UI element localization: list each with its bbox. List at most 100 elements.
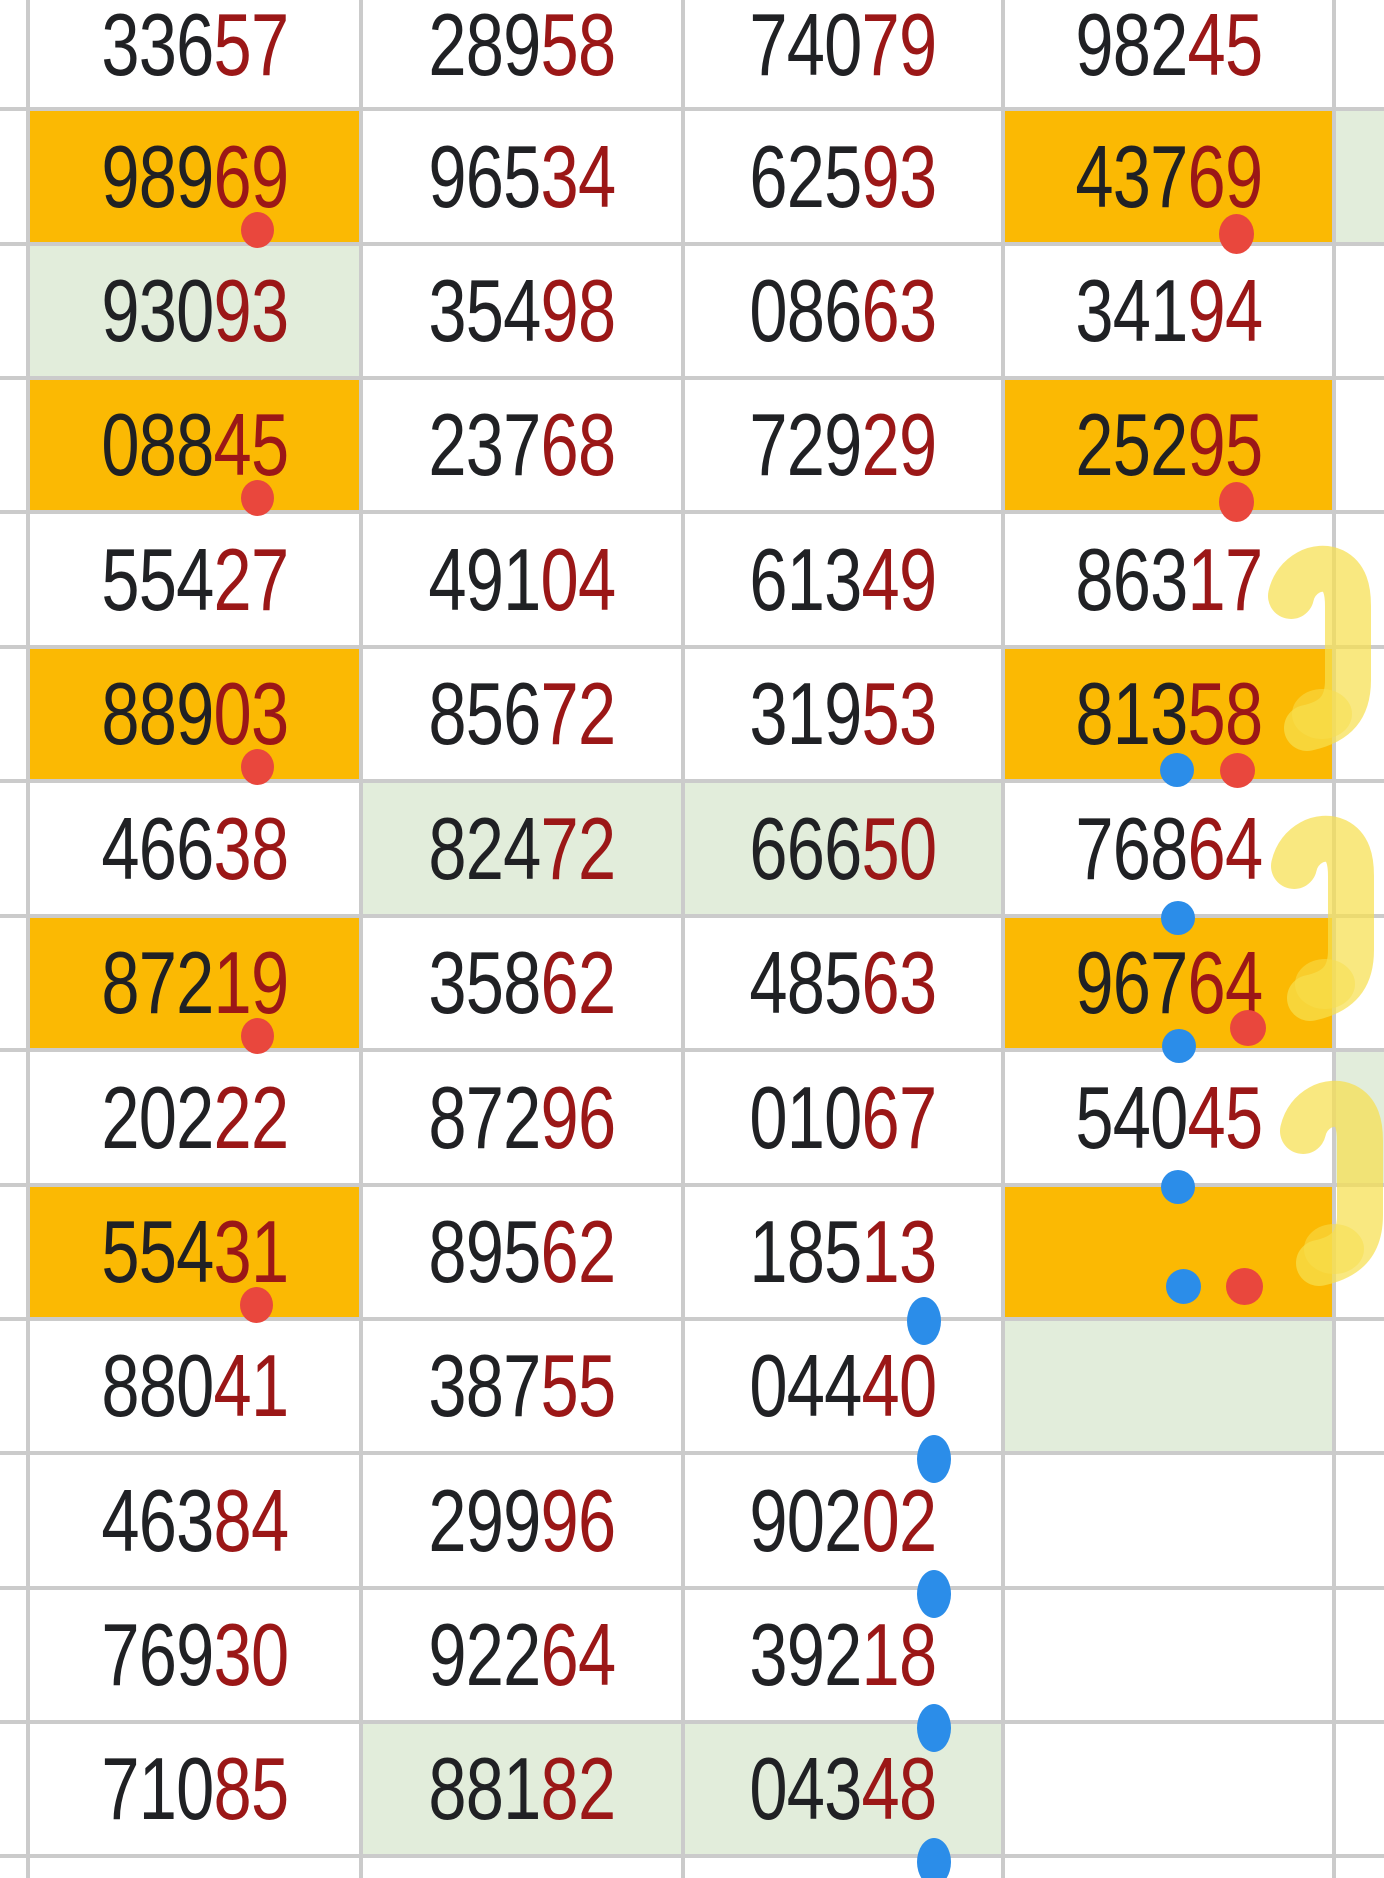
- number-cell-r13-c3[interactable]: 39218: [685, 1590, 1001, 1752]
- number-cell-r11-c3[interactable]: 04440: [685, 1321, 1001, 1483]
- number-red-part: 64: [540, 1605, 617, 1704]
- number-cell-r14-c3[interactable]: 04348: [685, 1724, 1001, 1878]
- number-cell-r2-c3[interactable]: 62593: [685, 111, 1001, 242]
- number-cell-r4-c3[interactable]: 72929: [685, 380, 1001, 510]
- number-cell-r8-c4[interactable]: 96764: [1005, 918, 1332, 1063]
- cell-number: 23768: [429, 401, 617, 489]
- number-cell-r5-c1[interactable]: 55427: [30, 514, 359, 645]
- number-cell-r14-c4[interactable]: [1005, 1724, 1332, 1854]
- cell-number: 81358: [1075, 670, 1263, 758]
- number-black-part: 485: [749, 933, 863, 1032]
- cell-number: 31953: [750, 670, 938, 758]
- number-cell-r4-c1[interactable]: 08845: [30, 380, 359, 516]
- blue-dot-marker: [1165, 1268, 1201, 1304]
- cell-number: 35498: [429, 267, 617, 355]
- number-cell-r14-c2[interactable]: 88182: [363, 1724, 681, 1854]
- cell-number: 96534: [429, 132, 617, 221]
- number-cell-r12-c3[interactable]: 90202: [685, 1455, 1001, 1618]
- number-cell-r6-c4[interactable]: 81358: [1005, 649, 1332, 788]
- number-cell-r12-c1[interactable]: 46384: [30, 1455, 359, 1586]
- number-cell-r9-c4[interactable]: 54045: [1005, 1052, 1332, 1204]
- number-black-part: 336: [101, 0, 214, 94]
- number-black-part: 392: [749, 1605, 863, 1704]
- number-cell-r6-c3[interactable]: 31953: [685, 649, 1001, 779]
- cell-number: 86317: [1075, 535, 1263, 624]
- number-red-part: 57: [213, 0, 289, 94]
- number-cell-r15-c2[interactable]: [363, 1858, 681, 1878]
- number-black-part: 872: [428, 1067, 542, 1167]
- number-cell-r9-c1[interactable]: 20222: [30, 1052, 359, 1183]
- number-cell-r14-c1[interactable]: 71085: [30, 1724, 359, 1854]
- number-cell-r7-c4[interactable]: 76864: [1005, 783, 1332, 935]
- number-cell-r15-c1[interactable]: [30, 1858, 359, 1878]
- cell-number: 43769: [1075, 132, 1263, 221]
- number-cell-r12-c2[interactable]: 29996: [363, 1455, 681, 1586]
- number-cell-r5-c4[interactable]: 86317: [1005, 514, 1332, 645]
- number-cell-r15-c4[interactable]: [1005, 1858, 1332, 1878]
- blue-dot-marker: [1161, 901, 1195, 935]
- number-cell-r7-c3[interactable]: 66650: [685, 783, 1001, 914]
- number-cell-r6-c1[interactable]: 88903: [30, 649, 359, 785]
- number-cell-r10-c4[interactable]: [1005, 1187, 1332, 1317]
- cell-number: 46384: [101, 1476, 289, 1565]
- number-red-part: 58: [540, 0, 617, 94]
- number-cell-r1-c3[interactable]: 74079: [685, 0, 1001, 107]
- number-black-part: 086: [749, 261, 863, 360]
- number-cell-r3-c3[interactable]: 08663: [685, 246, 1001, 376]
- edge-cell-right-r11: [1336, 1321, 1384, 1451]
- number-cell-r1-c2[interactable]: 28958: [363, 0, 681, 107]
- number-cell-r10-c2[interactable]: 89562: [363, 1187, 681, 1317]
- red-dot-marker: [240, 749, 274, 785]
- number-black-part: 554: [101, 529, 214, 629]
- cell-number: 85672: [429, 670, 617, 758]
- cell-number: 98245: [1075, 0, 1263, 89]
- number-black-part: 768: [1075, 798, 1188, 898]
- number-cell-r13-c4[interactable]: [1005, 1590, 1332, 1720]
- number-red-part: 63: [861, 261, 938, 360]
- number-cell-r5-c3[interactable]: 61349: [685, 514, 1001, 645]
- number-red-part: 95: [1187, 395, 1263, 494]
- number-cell-r11-c4[interactable]: [1005, 1321, 1332, 1451]
- number-cell-r5-c2[interactable]: 49104: [363, 514, 681, 645]
- number-cell-r2-c2[interactable]: 96534: [363, 111, 681, 242]
- number-cell-r3-c1[interactable]: 93093: [30, 246, 359, 376]
- number-cell-r11-c1[interactable]: 88041: [30, 1321, 359, 1451]
- edge-cell-left-r13: [0, 1590, 26, 1720]
- number-cell-r2-c4[interactable]: 43769: [1005, 111, 1332, 254]
- cell-number: 04440: [750, 1342, 938, 1430]
- edge-cell-left-r2: [0, 111, 26, 242]
- number-cell-r7-c1[interactable]: 46638: [30, 783, 359, 914]
- number-cell-r4-c4[interactable]: 25295: [1005, 380, 1332, 522]
- blue-dot-marker: [1162, 1029, 1196, 1063]
- number-cell-r8-c1[interactable]: 87219: [30, 918, 359, 1054]
- number-cell-r1-c1[interactable]: 33657: [30, 0, 359, 107]
- number-cell-r8-c3[interactable]: 48563: [685, 918, 1001, 1048]
- edge-cell-right-r1: [1336, 0, 1384, 107]
- number-cell-r8-c2[interactable]: 35862: [363, 918, 681, 1048]
- number-cell-r12-c4[interactable]: [1005, 1455, 1332, 1586]
- number-cell-r1-c4[interactable]: 98245: [1005, 0, 1332, 107]
- number-cell-r10-c1[interactable]: 55431: [30, 1187, 359, 1323]
- number-cell-r10-c3[interactable]: 18513: [685, 1187, 1001, 1345]
- number-cell-r9-c3[interactable]: 01067: [685, 1052, 1001, 1183]
- number-cell-r3-c4[interactable]: 34194: [1005, 246, 1332, 376]
- number-red-part: 85: [213, 1739, 289, 1838]
- edge-cell-left-r1: [0, 0, 26, 107]
- red-dot-marker: [1219, 752, 1255, 788]
- edge-cell-left-r4: [0, 380, 26, 510]
- number-cell-r4-c2[interactable]: 23768: [363, 380, 681, 510]
- cell-number: 87219: [101, 939, 289, 1027]
- number-cell-r13-c1[interactable]: 76930: [30, 1590, 359, 1720]
- number-red-part: 96: [540, 1067, 617, 1167]
- number-black-part: 252: [1075, 395, 1188, 494]
- number-cell-r3-c2[interactable]: 35498: [363, 246, 681, 376]
- number-cell-r7-c2[interactable]: 82472: [363, 783, 681, 914]
- number-cell-r9-c2[interactable]: 87296: [363, 1052, 681, 1183]
- cell-number: 88182: [429, 1745, 617, 1833]
- number-cell-r11-c2[interactable]: 38755: [363, 1321, 681, 1451]
- number-cell-r6-c2[interactable]: 85672: [363, 649, 681, 779]
- number-cell-r2-c1[interactable]: 98969: [30, 111, 359, 248]
- number-cell-r15-c3[interactable]: [685, 1858, 1001, 1878]
- number-red-part: 02: [861, 1470, 938, 1570]
- number-cell-r13-c2[interactable]: 92264: [363, 1590, 681, 1720]
